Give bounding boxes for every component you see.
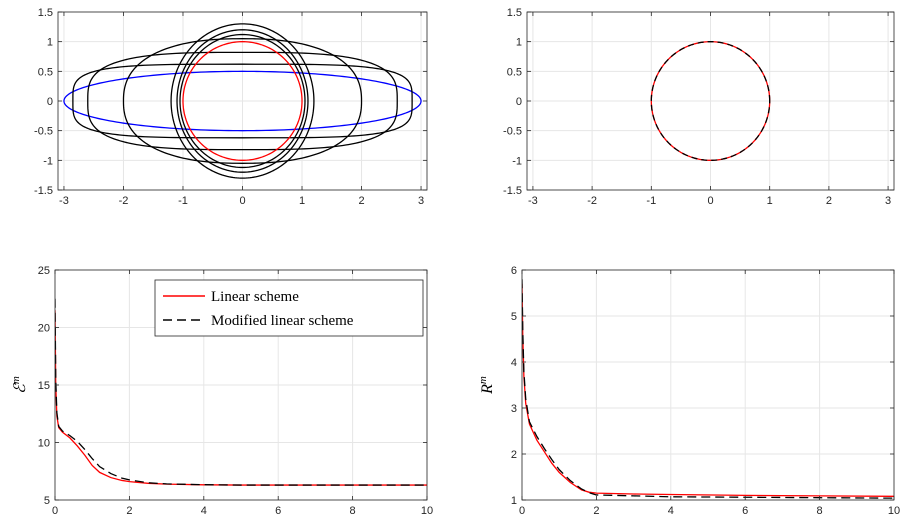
y-tick-label: 0.5 [507, 66, 522, 78]
data-layer [650, 41, 771, 161]
y-tick-label: 6 [511, 265, 517, 277]
x-tick-label: -2 [119, 195, 129, 207]
x-tick-label: 10 [888, 505, 900, 517]
y-tick-label: 15 [38, 380, 50, 392]
y-tick-label: 5 [511, 311, 517, 323]
x-tick-label: -3 [528, 195, 538, 207]
y-axis-label-main: ℰ [12, 382, 29, 394]
y-tick-label: -1 [512, 155, 522, 167]
x-tick-label: 2 [826, 195, 832, 207]
legend-label: Modified linear scheme [211, 313, 354, 329]
y-tick-label: 1 [47, 37, 53, 49]
y-tick-label: 1 [511, 495, 517, 507]
y-tick-label: 0 [516, 96, 522, 108]
y-tick-label: 4 [511, 357, 517, 369]
axes-frame [521, 269, 895, 501]
curve-black [87, 51, 398, 151]
chart-bottom-left-energy: 0 2 4 6 8 10 5 10 15 20 25 ℰm Linear scheme Modified … [10, 265, 433, 517]
x-tick-label: 4 [668, 505, 674, 517]
curve-black-dashed [650, 41, 771, 161]
x-tick-label: -3 [59, 195, 69, 207]
series-modified-linear-scheme [522, 279, 894, 499]
y-tick-label: 5 [44, 495, 50, 507]
y-axis-label-superscript: m [10, 376, 22, 384]
x-tick-label: 8 [817, 505, 823, 517]
y-axis-label: Rm [477, 376, 496, 395]
x-tick-label: 8 [350, 505, 356, 517]
x-tick-label: 0 [239, 195, 245, 207]
x-tick-label: 0 [52, 505, 58, 517]
y-axis-label-main: R [479, 384, 496, 395]
y-tick-label: -1 [43, 155, 53, 167]
plot-area [522, 270, 894, 500]
legend-label: Linear scheme [211, 289, 299, 305]
legend-box [154, 279, 424, 337]
x-tick-label: 6 [742, 505, 748, 517]
x-tick-label: 2 [126, 505, 132, 517]
x-tick-label: 4 [201, 505, 207, 517]
curve-red [182, 41, 303, 161]
x-tick-label: 0 [707, 195, 713, 207]
y-tick-label: 0 [47, 96, 53, 108]
y-tick-label: 20 [38, 323, 50, 335]
x-tick-label: -1 [178, 195, 188, 207]
y-tick-label: 2 [511, 449, 517, 461]
y-tick-label: 1 [516, 37, 522, 49]
y-tick-label: 0.5 [38, 66, 53, 78]
x-tick-label: 3 [418, 195, 424, 207]
curve-black [122, 38, 363, 164]
y-tick-label: -1.5 [34, 185, 53, 197]
y-tick-label: 3 [511, 403, 517, 415]
y-tick-label: -1.5 [503, 185, 522, 197]
y-tick-label: -0.5 [34, 126, 53, 138]
series-modified-linear-scheme [55, 298, 427, 486]
x-tick-label: 2 [593, 505, 599, 517]
chart-top-left-shapes: -3 -2 -1 0 1 2 3 -1.5 -1 -0.5 0 0.5 1 1.5 [34, 7, 428, 207]
x-tick-label: -2 [587, 195, 597, 207]
data-layer [55, 298, 427, 486]
y-tick-label: 1.5 [507, 7, 522, 19]
x-tick-label: 1 [299, 195, 305, 207]
x-tick-label: 2 [358, 195, 364, 207]
x-tick-label: -1 [646, 195, 656, 207]
y-tick-label: 25 [38, 265, 50, 277]
chart-top-right-circle: -3 -2 -1 0 1 2 3 -1.5 -1 -0.5 0 0.5 1 1.5 [503, 7, 895, 207]
curve-black [72, 63, 413, 139]
y-tick-label: 1.5 [38, 7, 53, 19]
curve-black [170, 23, 315, 179]
y-axis-label-superscript: m [477, 376, 489, 384]
x-tick-label: 3 [885, 195, 891, 207]
y-tick-label: -0.5 [503, 126, 522, 138]
x-tick-label: 0 [519, 505, 525, 517]
y-tick-label: 10 [38, 438, 50, 450]
x-tick-label: 10 [421, 505, 433, 517]
y-axis-label: ℰm [10, 376, 29, 394]
x-tick-label: 1 [767, 195, 773, 207]
data-layer [63, 23, 422, 179]
curve-blue [63, 70, 422, 132]
data-layer [522, 279, 894, 499]
curve-black [179, 33, 306, 169]
x-tick-label: 6 [275, 505, 281, 517]
curve-black [176, 29, 309, 173]
